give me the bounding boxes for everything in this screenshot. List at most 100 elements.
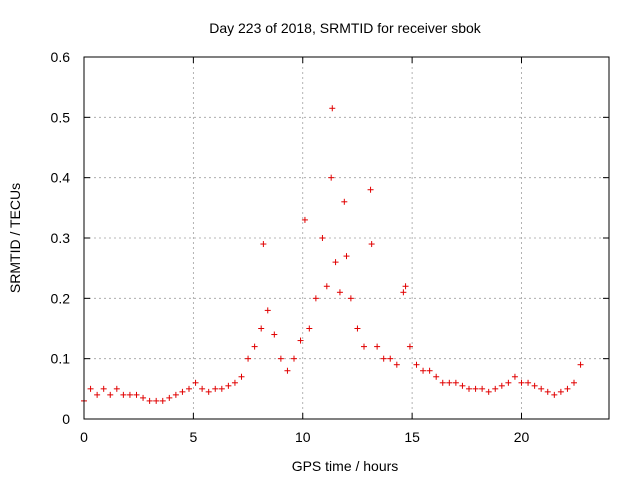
data-point xyxy=(336,289,343,296)
data-point xyxy=(107,391,114,398)
data-point xyxy=(126,391,133,398)
data-point xyxy=(367,186,374,193)
data-point xyxy=(577,361,584,368)
data-point xyxy=(341,198,348,205)
data-point xyxy=(100,385,107,392)
data-point xyxy=(172,391,179,398)
data-point xyxy=(426,367,433,374)
y-tick-label: 0 xyxy=(62,411,70,427)
data-point xyxy=(538,385,545,392)
data-point xyxy=(413,361,420,368)
data-point xyxy=(400,289,407,296)
data-point xyxy=(258,325,265,332)
data-point xyxy=(551,391,558,398)
data-point xyxy=(466,385,472,392)
data-point xyxy=(328,174,335,181)
data-point xyxy=(245,355,252,362)
data-point xyxy=(205,388,212,395)
data-point xyxy=(354,325,361,332)
data-point xyxy=(374,343,381,350)
x-tick-label: 15 xyxy=(404,429,420,445)
data-point xyxy=(531,382,538,389)
data-point xyxy=(218,385,225,392)
data-point xyxy=(343,253,350,260)
data-point xyxy=(402,283,409,290)
data-point xyxy=(179,388,186,395)
data-point xyxy=(291,355,297,362)
y-axis-title: SRMTID / TECUs xyxy=(7,183,23,293)
data-point xyxy=(479,385,486,392)
axes: 0 0.1 0.2 0.3 0.4 0.5 0.6 0 5 10 15 20 xyxy=(51,49,610,445)
data-point xyxy=(544,388,551,395)
data-point xyxy=(312,295,319,302)
y-tick-label: 0.6 xyxy=(51,49,71,65)
chart-title: Day 223 of 2018, SRMTID for receiver sbo… xyxy=(209,20,482,36)
data-point xyxy=(225,382,232,389)
data-point xyxy=(329,105,336,112)
data-point xyxy=(166,394,173,401)
data-point xyxy=(323,283,330,290)
data-point xyxy=(159,397,166,404)
x-axis-title: GPS time / hours xyxy=(292,458,399,474)
data-point xyxy=(133,391,140,398)
data-point xyxy=(571,379,577,386)
data-point xyxy=(146,397,153,404)
data-point xyxy=(319,235,326,241)
data-point xyxy=(406,343,413,350)
x-tick-label: 0 xyxy=(80,429,88,445)
data-point xyxy=(301,216,308,223)
data-point xyxy=(113,385,120,392)
data-point xyxy=(120,391,127,398)
data-point xyxy=(459,382,466,389)
data-point xyxy=(306,325,313,332)
data-point xyxy=(492,385,499,392)
data-point xyxy=(380,355,387,362)
data-point xyxy=(231,379,238,386)
data-point xyxy=(518,379,525,386)
data-point xyxy=(251,343,258,350)
data-point xyxy=(140,394,147,401)
plot-frame xyxy=(83,56,610,420)
data-point xyxy=(264,307,271,314)
data-point xyxy=(564,385,571,392)
data-point xyxy=(498,382,505,389)
data-points xyxy=(81,105,584,404)
x-tick-label: 20 xyxy=(514,429,530,445)
y-tick-label: 0.3 xyxy=(51,230,71,246)
data-point xyxy=(153,397,160,404)
data-point xyxy=(433,373,440,380)
grid-lines xyxy=(84,57,609,419)
data-point xyxy=(186,385,192,392)
data-point xyxy=(557,388,564,395)
data-point xyxy=(361,343,367,350)
data-point xyxy=(238,373,245,380)
data-point xyxy=(452,379,459,386)
y-tick-label: 0.1 xyxy=(51,351,71,367)
y-tick-label: 0.4 xyxy=(51,170,71,186)
data-point xyxy=(393,361,400,368)
data-point xyxy=(94,391,101,398)
data-point xyxy=(511,373,518,380)
data-point xyxy=(439,379,446,386)
data-point xyxy=(446,379,453,386)
data-point xyxy=(260,241,267,248)
data-point xyxy=(277,355,284,362)
data-point xyxy=(505,379,512,386)
data-point xyxy=(332,259,339,266)
data-point xyxy=(192,379,199,386)
data-point xyxy=(525,379,532,386)
y-tick-label: 0.5 xyxy=(51,109,71,125)
data-point xyxy=(485,388,492,395)
data-point xyxy=(199,385,206,392)
y-tick-label: 0.2 xyxy=(51,290,71,306)
data-point xyxy=(472,385,479,392)
data-point xyxy=(347,295,354,302)
data-point xyxy=(297,337,304,344)
data-point xyxy=(87,385,94,392)
data-point xyxy=(387,355,394,362)
data-point xyxy=(368,241,375,248)
x-tick-label: 5 xyxy=(189,429,197,445)
x-tick-label: 10 xyxy=(295,429,311,445)
data-point xyxy=(212,385,219,392)
